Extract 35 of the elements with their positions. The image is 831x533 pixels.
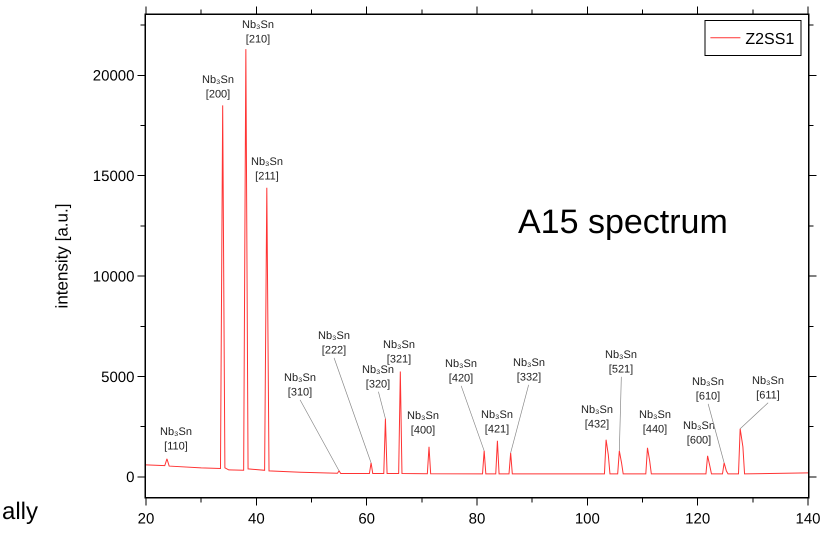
annotation: Nb₃Sn [420] xyxy=(445,358,477,384)
legend-label: Z2SS1 xyxy=(745,30,794,48)
x-tick-label: 140 xyxy=(795,510,821,528)
annotation: Nb₃Sn [320] xyxy=(362,364,394,390)
annotation: Nb₃Sn [521] xyxy=(605,349,637,376)
y-tick-label: 20000 xyxy=(92,68,134,84)
annotation: Nb₃Sn [600] xyxy=(683,420,715,446)
y-axis-title: intensity [a.u.] xyxy=(52,204,72,308)
text: ally xyxy=(2,498,38,525)
line-series xyxy=(146,48,808,474)
annotation: Nb₃Sn [610] xyxy=(692,376,724,402)
y-tick-label: 5000 xyxy=(101,368,134,386)
annotation: Nb₃Sn [421] xyxy=(481,409,513,436)
x-tick-label: 20 xyxy=(138,510,154,528)
x-tick-label: 120 xyxy=(685,510,710,528)
annotation: Nb₃Sn [110] xyxy=(160,426,192,452)
annotation: Nb₃Sn [200] xyxy=(202,74,234,100)
annotation: Nb₃Sn [400] xyxy=(407,410,439,436)
y-tick-label: 10000 xyxy=(92,268,134,286)
annotation: Nb₃Sn [222] xyxy=(318,330,350,356)
annotation: Nb₃Sn [210] xyxy=(242,19,274,46)
x-tick-label: 100 xyxy=(574,510,600,528)
annotation: Nb₃Sn [432] xyxy=(581,404,613,430)
annotation: A15 spectrum xyxy=(518,203,728,241)
annotation: Nb₃Sn [440] xyxy=(639,409,671,436)
x-tick-label: 80 xyxy=(468,510,486,528)
annotation: Nb₃Sn [611] xyxy=(752,375,784,402)
annotation: Nb₃Sn [321] xyxy=(383,339,415,366)
y-tick-label: 15000 xyxy=(92,168,134,185)
annotation: Nb₃Sn [211] xyxy=(251,156,283,182)
x-tick-label: 40 xyxy=(248,510,265,528)
annotation: Nb₃Sn [310] xyxy=(284,372,316,398)
y-tick-label: 0 xyxy=(126,469,134,486)
x-tick-label: 60 xyxy=(358,510,376,528)
annotation: Nb₃Sn [332] xyxy=(513,357,545,384)
